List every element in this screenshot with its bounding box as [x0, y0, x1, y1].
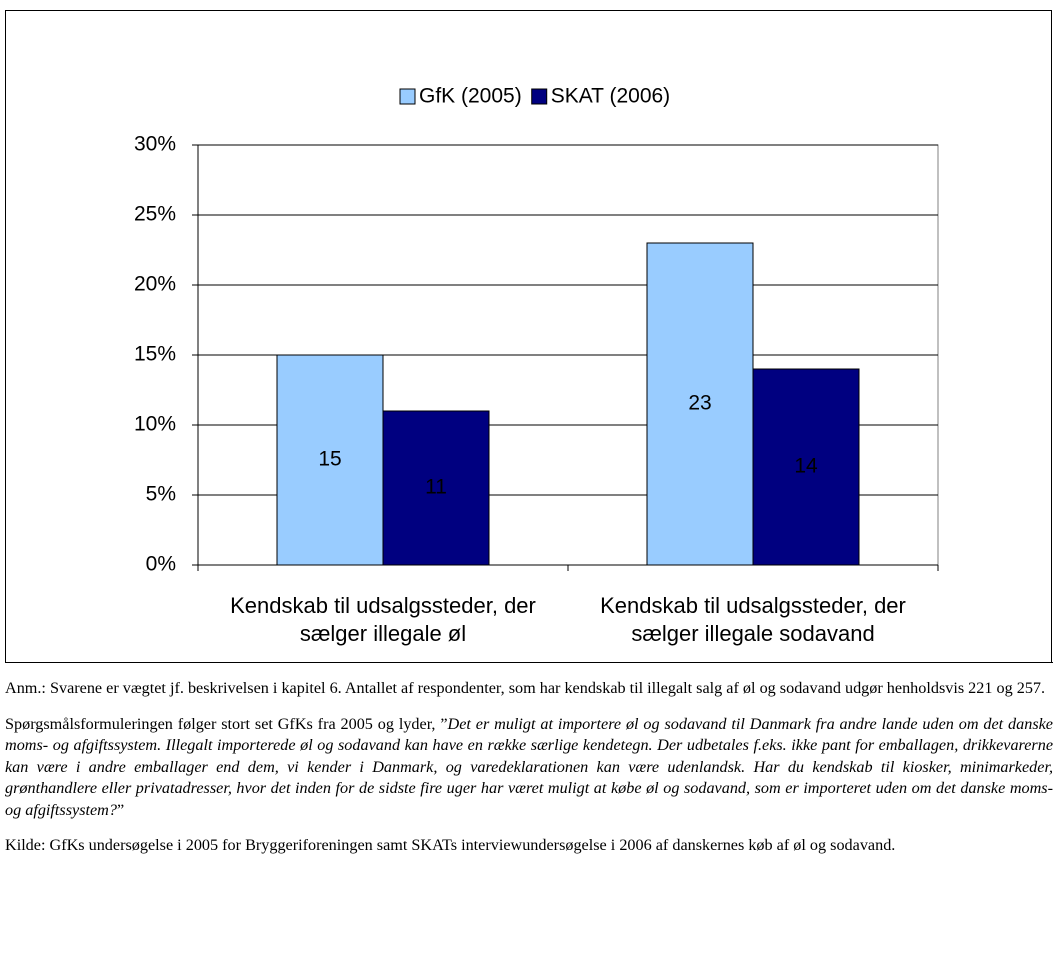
legend-swatch	[399, 88, 416, 105]
chart: 0% 5% 10% 15% 20% 25% 30% 15 11 23 14 GfK (2005) SKA…	[134, 85, 939, 576]
question-end: ”	[116, 800, 125, 819]
data-label: 15	[318, 448, 341, 471]
y-tick-label: 5%	[146, 483, 176, 506]
bar	[646, 242, 754, 566]
x-tick-label: Kendskab til udsalgssteder, der sælger i…	[230, 593, 536, 646]
question: Det er muligt at importere øl og sodavan…	[5, 714, 1053, 819]
legend-swatch	[531, 88, 548, 105]
legend-label: GfK (2005)	[419, 85, 522, 108]
source: Kilde: GfKs undersøgelse i 2005 for Bryg…	[5, 836, 896, 854]
legend-label: SKAT (2006)	[551, 85, 670, 108]
bar	[276, 354, 384, 566]
y-tick-label: 10%	[134, 413, 176, 436]
y-tick-label: 15%	[134, 343, 176, 366]
bar	[382, 410, 490, 566]
data-label: 23	[688, 392, 711, 415]
x-tick-label: Kendskab til udsalgssteder, der sælger i…	[600, 593, 906, 646]
notes: Anm.: Svarene er vægtet jf. beskrivelsen…	[5, 662, 1053, 857]
y-tick-label: 25%	[134, 203, 176, 226]
bar	[752, 368, 860, 566]
question-paragraph: Spørgsmålsformuleringen følger stort set…	[5, 714, 1053, 822]
y-tick-label: 20%	[134, 273, 176, 296]
annotation: Anm.: Svarene er vægtet jf. beskrivelsen…	[5, 679, 1046, 697]
chart-frame	[5, 10, 1052, 662]
y-tick-label: 30%	[134, 133, 176, 156]
question-intro: Spørgsmålsformuleringen følger stort set…	[5, 714, 448, 733]
data-label: 11	[425, 476, 447, 499]
y-tick-label: 0%	[146, 553, 176, 576]
data-label: 14	[794, 455, 818, 478]
